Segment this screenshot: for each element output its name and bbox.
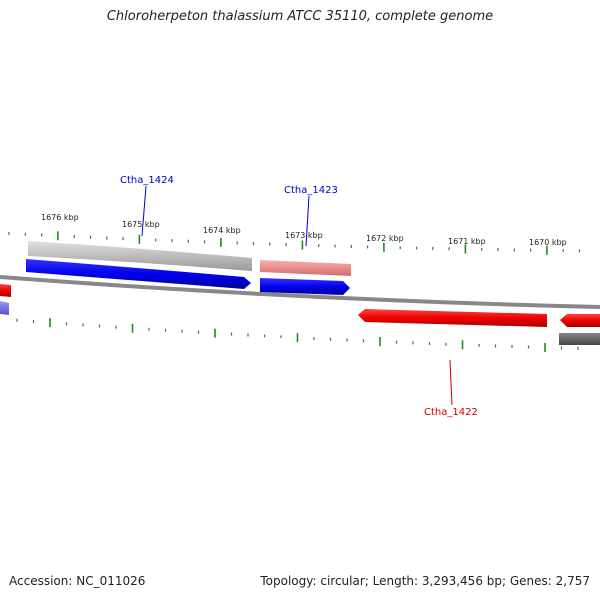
tick-label-1675: 1675 kbp [122,220,160,229]
cds-ctha-1422[interactable] [358,309,547,327]
cds-ctha-1424[interactable] [26,259,251,289]
cds-left-edge-red [0,284,11,297]
cds-right-edge-red [560,314,600,327]
leader-ctha-1423 [305,195,310,247]
gene-label-ctha-1422[interactable]: Ctha_1422 [424,407,478,418]
map-title: Chloroherpeton thalassium ATCC 35110, co… [106,9,494,24]
gene-label-ctha-1423[interactable]: Ctha_1423 [284,185,338,196]
feature-gray-arc [28,241,252,271]
leader-ctha-1424 [141,185,147,237]
tick-label-1673: 1673 kbp [285,231,323,240]
feature-dark-arc [559,333,600,345]
upper-tick-row [8,231,581,255]
tick-label-1674: 1674 kbp [203,226,241,235]
genome-backbone [0,275,600,309]
tick-label-1672: 1672 kbp [366,234,404,243]
cds-ctha-1423[interactable] [260,278,350,295]
gene-label-ctha-1424[interactable]: Ctha_1424 [120,175,174,186]
accession-label: Accession: NC_011026 [9,574,146,588]
lower-tick-row [16,318,579,352]
tick-label-1671: 1671 kbp [448,237,486,246]
leader-ctha-1422 [449,359,453,406]
genome-stats-label: Topology: circular; Length: 3,293,456 bp… [260,574,590,588]
tick-label-1670: 1670 kbp [529,238,567,247]
tick-label-1676: 1676 kbp [41,213,79,222]
feature-pink-arc [260,260,351,276]
cds-left-edge-blue [0,301,9,315]
